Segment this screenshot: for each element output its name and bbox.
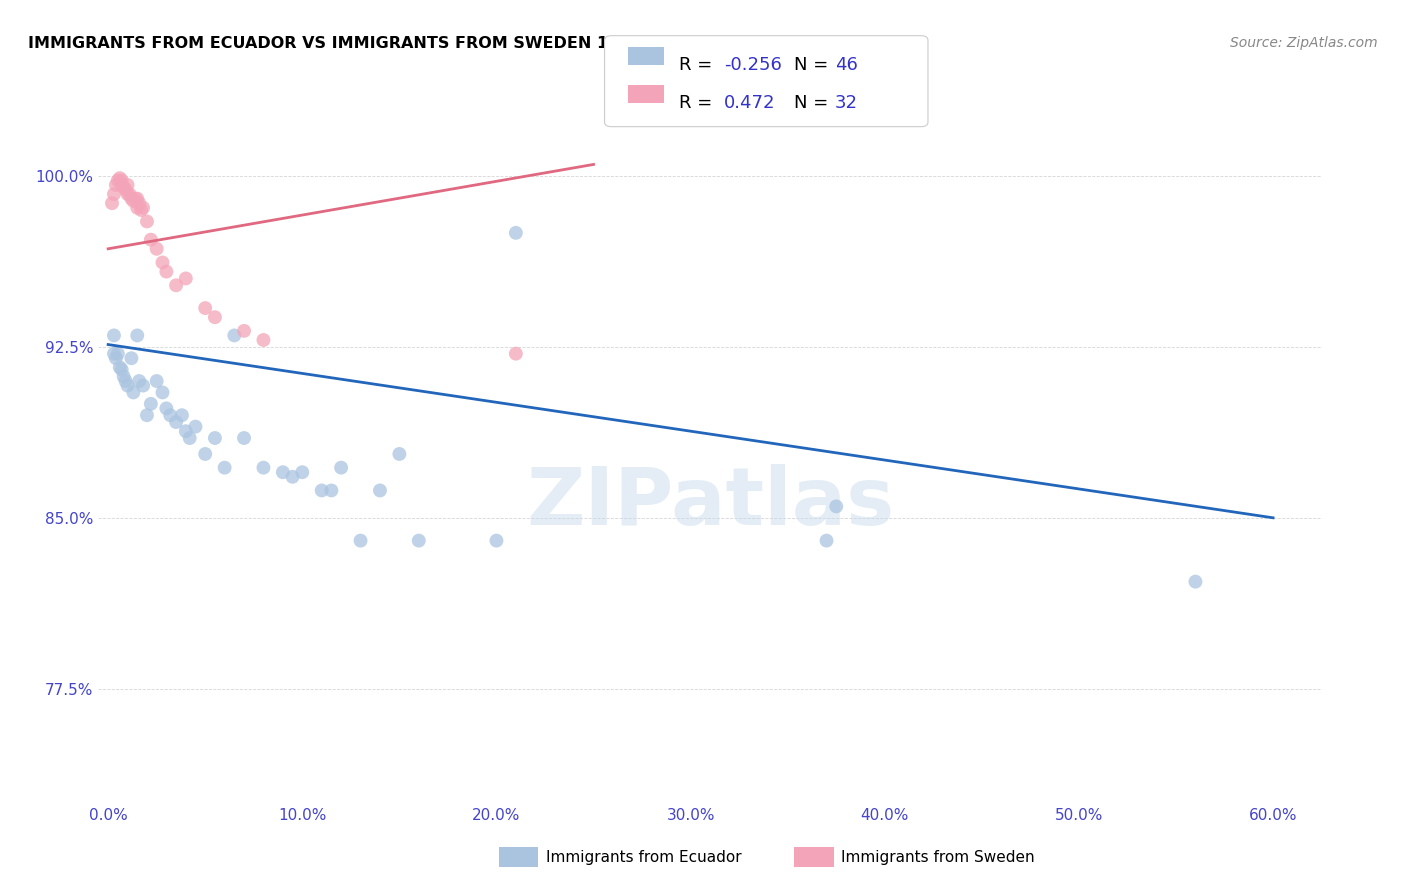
Point bbox=[127, 328, 149, 343]
Text: Immigrants from Ecuador: Immigrants from Ecuador bbox=[546, 850, 741, 864]
Point bbox=[122, 385, 145, 400]
Point bbox=[204, 431, 226, 445]
Point bbox=[117, 378, 139, 392]
Point bbox=[311, 483, 333, 498]
Point bbox=[1184, 574, 1206, 589]
Point bbox=[194, 301, 217, 315]
Point bbox=[155, 401, 177, 416]
Point bbox=[252, 460, 274, 475]
Text: Immigrants from Sweden: Immigrants from Sweden bbox=[841, 850, 1035, 864]
Point bbox=[112, 369, 135, 384]
Point bbox=[128, 374, 150, 388]
Point bbox=[132, 378, 155, 392]
Point bbox=[127, 201, 149, 215]
Point bbox=[485, 533, 508, 548]
Point bbox=[107, 173, 129, 187]
Point bbox=[388, 447, 411, 461]
Point bbox=[120, 192, 142, 206]
Point bbox=[108, 360, 131, 375]
Point bbox=[170, 408, 193, 422]
Point bbox=[224, 328, 246, 343]
Point bbox=[104, 178, 127, 192]
Point bbox=[117, 178, 139, 192]
Point bbox=[101, 196, 124, 211]
Point bbox=[152, 385, 174, 400]
Point bbox=[139, 397, 162, 411]
Point bbox=[505, 346, 527, 360]
Point bbox=[184, 419, 207, 434]
Point bbox=[815, 533, 838, 548]
Point bbox=[103, 346, 125, 360]
Point bbox=[349, 533, 371, 548]
Point bbox=[124, 192, 146, 206]
Point bbox=[194, 447, 217, 461]
Text: 46: 46 bbox=[835, 56, 858, 74]
Point bbox=[165, 415, 187, 429]
Point bbox=[233, 324, 256, 338]
Point bbox=[145, 242, 167, 256]
Point bbox=[408, 533, 430, 548]
Text: N =: N = bbox=[794, 94, 834, 112]
Point bbox=[252, 333, 274, 347]
Text: 0.472: 0.472 bbox=[724, 94, 776, 112]
Point bbox=[825, 500, 848, 514]
Point bbox=[291, 465, 314, 479]
Point bbox=[111, 362, 134, 376]
Point bbox=[179, 431, 201, 445]
Point bbox=[145, 374, 167, 388]
Point bbox=[128, 196, 150, 211]
Point bbox=[368, 483, 391, 498]
Point bbox=[152, 255, 174, 269]
Point bbox=[159, 408, 181, 422]
Point bbox=[214, 460, 236, 475]
Point bbox=[112, 180, 135, 194]
Point bbox=[233, 431, 256, 445]
Point bbox=[118, 187, 141, 202]
Point bbox=[136, 214, 159, 228]
Point bbox=[139, 233, 162, 247]
Point bbox=[204, 310, 226, 325]
Text: ZIPatlas: ZIPatlas bbox=[526, 464, 894, 542]
Point bbox=[103, 187, 125, 202]
Point bbox=[321, 483, 343, 498]
Point bbox=[281, 470, 304, 484]
Point bbox=[114, 182, 136, 196]
Point bbox=[117, 187, 139, 202]
Point bbox=[122, 194, 145, 208]
Point bbox=[136, 408, 159, 422]
Point bbox=[111, 178, 134, 192]
Point bbox=[104, 351, 127, 366]
Point bbox=[120, 351, 142, 366]
Text: Source: ZipAtlas.com: Source: ZipAtlas.com bbox=[1230, 36, 1378, 50]
Text: N =: N = bbox=[794, 56, 834, 74]
Point bbox=[129, 202, 152, 217]
Point bbox=[114, 374, 136, 388]
Point bbox=[505, 226, 527, 240]
Point bbox=[108, 171, 131, 186]
Point bbox=[174, 424, 197, 438]
Point bbox=[155, 264, 177, 278]
Point bbox=[111, 173, 134, 187]
Text: R =: R = bbox=[679, 56, 718, 74]
Point bbox=[174, 271, 197, 285]
Point bbox=[330, 460, 353, 475]
Text: -0.256: -0.256 bbox=[724, 56, 782, 74]
Point bbox=[127, 192, 149, 206]
Text: R =: R = bbox=[679, 94, 724, 112]
Text: IMMIGRANTS FROM ECUADOR VS IMMIGRANTS FROM SWEDEN 10TH GRADE CORRELATION CHART: IMMIGRANTS FROM ECUADOR VS IMMIGRANTS FR… bbox=[28, 36, 910, 51]
Point bbox=[107, 346, 129, 360]
Point bbox=[271, 465, 294, 479]
Point bbox=[103, 328, 125, 343]
Point bbox=[132, 201, 155, 215]
Text: 32: 32 bbox=[835, 94, 858, 112]
Point bbox=[165, 278, 187, 293]
